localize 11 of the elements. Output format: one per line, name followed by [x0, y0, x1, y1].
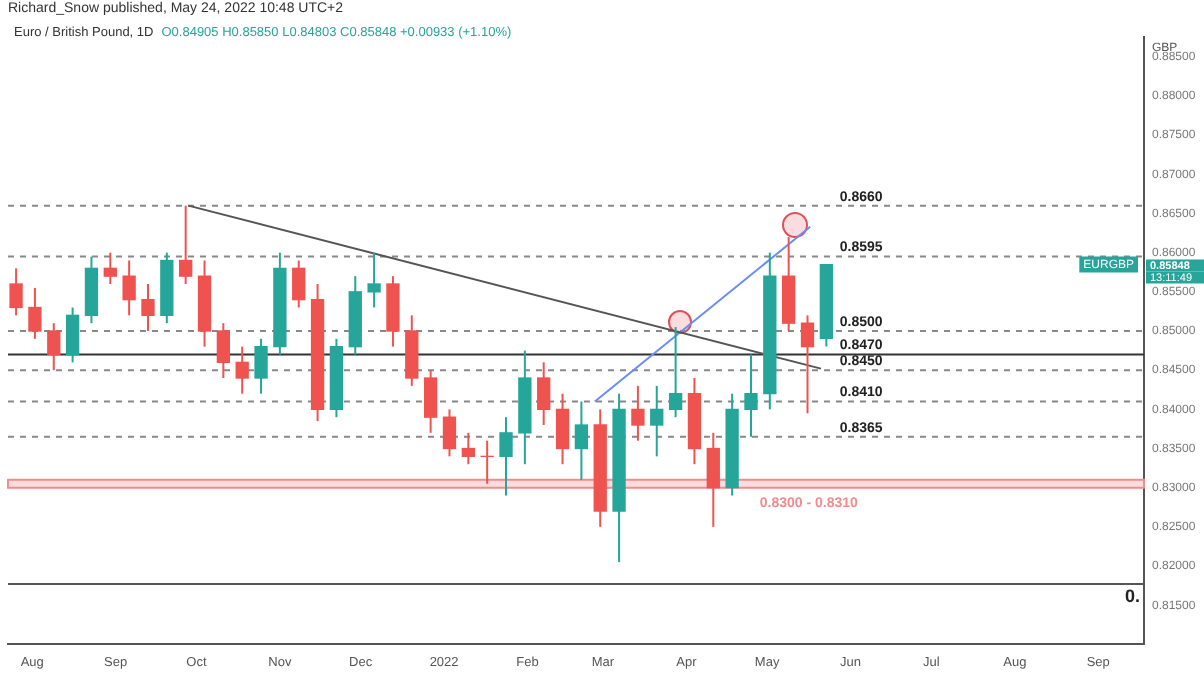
candlestick [499, 416, 513, 497]
annotation: 0. [1124, 586, 1140, 607]
candlestick [254, 337, 268, 395]
candlestick [141, 283, 155, 333]
candlestick [386, 275, 400, 348]
candlestick [744, 353, 758, 438]
candlestick [631, 384, 645, 442]
candlestick [9, 267, 23, 317]
candlestick [518, 349, 532, 466]
candlestick [612, 392, 626, 564]
candlestick [28, 286, 42, 340]
